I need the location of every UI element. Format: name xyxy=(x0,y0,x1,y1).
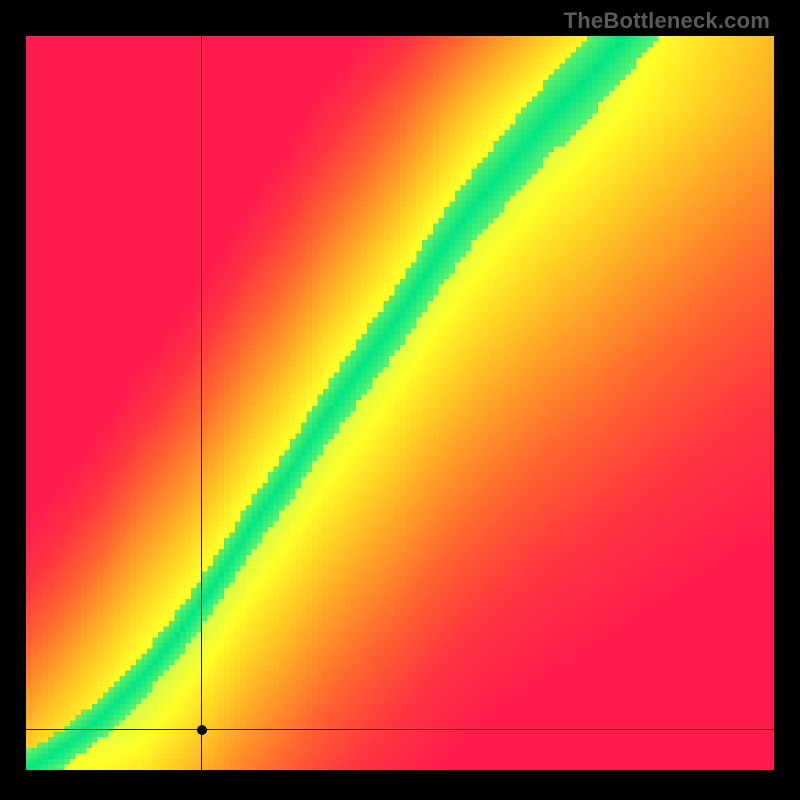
watermark-text: TheBottleneck.com xyxy=(564,8,770,34)
marker-dot xyxy=(197,725,207,735)
crosshair-vertical xyxy=(201,36,202,770)
crosshair-horizontal xyxy=(26,729,774,730)
plot-area xyxy=(26,36,774,770)
heatmap-canvas xyxy=(26,36,774,770)
heatmap-canvas-wrap xyxy=(26,36,774,770)
chart-container: TheBottleneck.com xyxy=(0,0,800,800)
